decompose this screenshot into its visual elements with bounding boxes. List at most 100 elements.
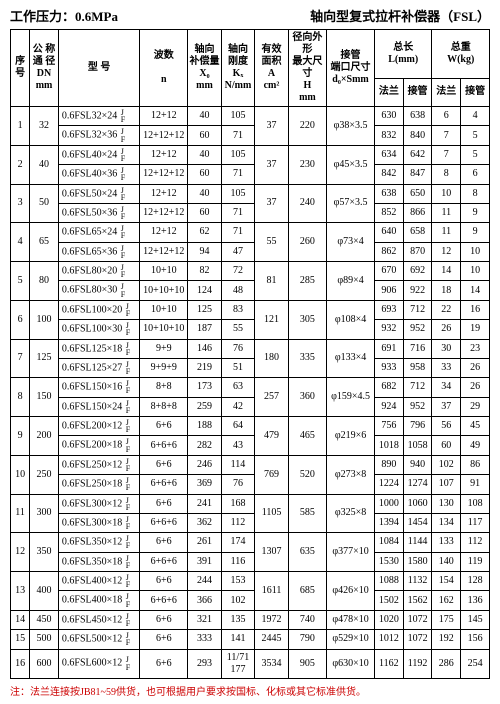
cell-l2: 1072 <box>403 630 432 649</box>
cell-w2: 254 <box>461 649 490 678</box>
cell-w1: 12 <box>432 242 461 261</box>
cell-h: 260 <box>288 223 326 262</box>
cell-n: 10+10+10 <box>140 281 188 300</box>
table-row: 155000.6FSL500×12 JF6+63331412445790φ529… <box>11 630 490 649</box>
cell-x0: 40 <box>188 145 222 164</box>
cell-l1: 1020 <box>374 610 403 629</box>
cell-n: 12+12 <box>140 145 188 164</box>
cell-seq: 10 <box>11 455 30 494</box>
cell-l2: 712 <box>403 300 432 319</box>
cell-dn: 250 <box>30 455 59 494</box>
cell-l2: 1144 <box>403 533 432 552</box>
cell-model: 0.6FSL80×30 JF <box>58 281 139 300</box>
cell-seq: 15 <box>11 630 30 649</box>
table-row: 2400.6FSL40×24 JF12+124010537230φ45×3.56… <box>11 145 490 164</box>
cell-w2: 9 <box>461 203 490 222</box>
cell-kx: 141 <box>221 630 255 649</box>
cell-dn: 350 <box>30 533 59 572</box>
cell-d: φ426×10 <box>327 572 375 611</box>
cell-kx: 114 <box>221 455 255 474</box>
cell-dn: 150 <box>30 378 59 417</box>
cell-kx: 71 <box>221 165 255 184</box>
cell-kx: 11/71177 <box>221 649 255 678</box>
cell-kx: 48 <box>221 281 255 300</box>
cell-n: 8+8 <box>140 378 188 397</box>
cell-model: 0.6FSL50×36 JF <box>58 203 139 222</box>
cell-kx: 76 <box>221 475 255 494</box>
cell-w1: 37 <box>432 397 461 416</box>
table-row: 0.6FSL250×18 JF6+6+6369761224127410791 <box>11 475 490 494</box>
cell-h: 520 <box>288 455 326 494</box>
cell-kx: 105 <box>221 184 255 203</box>
cell-d: φ325×8 <box>327 494 375 533</box>
cell-l2: 840 <box>403 126 432 145</box>
cell-l1: 756 <box>374 417 403 436</box>
cell-kx: 51 <box>221 358 255 377</box>
col-x0: 轴向补偿量X₀mm <box>188 30 222 107</box>
cell-l1: 682 <box>374 378 403 397</box>
spec-table: 序号 公 称通 径DNmm 型 号 波数n 轴向补偿量X₀mm 轴向刚度KₓN/… <box>10 29 490 679</box>
cell-kx: 63 <box>221 378 255 397</box>
cell-w2: 26 <box>461 378 490 397</box>
cell-l1: 1000 <box>374 494 403 513</box>
cell-h: 635 <box>288 533 326 572</box>
cell-l1: 638 <box>374 184 403 203</box>
table-row: 5800.6FSL80×20 JF10+10827281285φ89×46706… <box>11 262 490 281</box>
cell-w2: 119 <box>461 552 490 571</box>
cell-x0: 362 <box>188 513 222 532</box>
cell-h: 335 <box>288 339 326 378</box>
table-head: 序号 公 称通 径DNmm 型 号 波数n 轴向补偿量X₀mm 轴向刚度KₓN/… <box>11 30 490 107</box>
cell-w2: 4 <box>461 107 490 126</box>
cell-d: φ159×4.5 <box>327 378 375 417</box>
cell-x0: 124 <box>188 281 222 300</box>
table-row: 61000.6FSL100×20 JF10+1012583121305φ108×… <box>11 300 490 319</box>
cell-n: 6+6+6 <box>140 513 188 532</box>
cell-model: 0.6FSL80×20 JF <box>58 262 139 281</box>
cell-n: 6+6 <box>140 630 188 649</box>
cell-x0: 62 <box>188 223 222 242</box>
cell-n: 6+6 <box>140 572 188 591</box>
col-model: 型 号 <box>58 30 139 107</box>
cell-l1: 852 <box>374 203 403 222</box>
cell-dn: 40 <box>30 145 59 184</box>
col-a: 有效面积Acm² <box>255 30 289 107</box>
table-body: 1320.6FSL32×24 JF12+124010537220φ38×3.56… <box>11 107 490 679</box>
cell-h: 685 <box>288 572 326 611</box>
cell-w1: 175 <box>432 610 461 629</box>
cell-n: 12+12+12 <box>140 165 188 184</box>
table-row: 92000.6FSL200×12 JF6+618864479465φ219×67… <box>11 417 490 436</box>
cell-n: 12+12 <box>140 184 188 203</box>
cell-x0: 40 <box>188 107 222 126</box>
table-row: 0.6FSL80×30 JF10+10+10124489069221814 <box>11 281 490 300</box>
cell-dn: 65 <box>30 223 59 262</box>
cell-a: 1972 <box>255 610 289 629</box>
table-row: 134000.6FSL400×12 JF6+62441531611685φ426… <box>11 572 490 591</box>
cell-kx: 168 <box>221 494 255 513</box>
cell-l2: 847 <box>403 165 432 184</box>
cell-kx: 105 <box>221 107 255 126</box>
cell-w2: 112 <box>461 533 490 552</box>
cell-x0: 261 <box>188 533 222 552</box>
cell-kx: 83 <box>221 300 255 319</box>
cell-w1: 134 <box>432 513 461 532</box>
cell-x0: 259 <box>188 397 222 416</box>
cell-seq: 2 <box>11 145 30 184</box>
cell-seq: 6 <box>11 300 30 339</box>
cell-l1: 932 <box>374 320 403 339</box>
cell-model: 0.6FSL40×24 JF <box>58 145 139 164</box>
cell-x0: 244 <box>188 572 222 591</box>
cell-w1: 6 <box>432 107 461 126</box>
cell-kx: 105 <box>221 145 255 164</box>
cell-n: 12+12 <box>140 223 188 242</box>
cell-l2: 940 <box>403 455 432 474</box>
cell-l1: 1012 <box>374 630 403 649</box>
cell-x0: 219 <box>188 358 222 377</box>
table-row: 166000.6FSL600×12 JF6+629311/71177353490… <box>11 649 490 678</box>
cell-model: 0.6FSL32×36 JF <box>58 126 139 145</box>
cell-w1: 8 <box>432 165 461 184</box>
cell-w1: 10 <box>432 184 461 203</box>
cell-l2: 1060 <box>403 494 432 513</box>
cell-a: 479 <box>255 417 289 456</box>
cell-w1: 18 <box>432 281 461 300</box>
cell-h: 230 <box>288 145 326 184</box>
